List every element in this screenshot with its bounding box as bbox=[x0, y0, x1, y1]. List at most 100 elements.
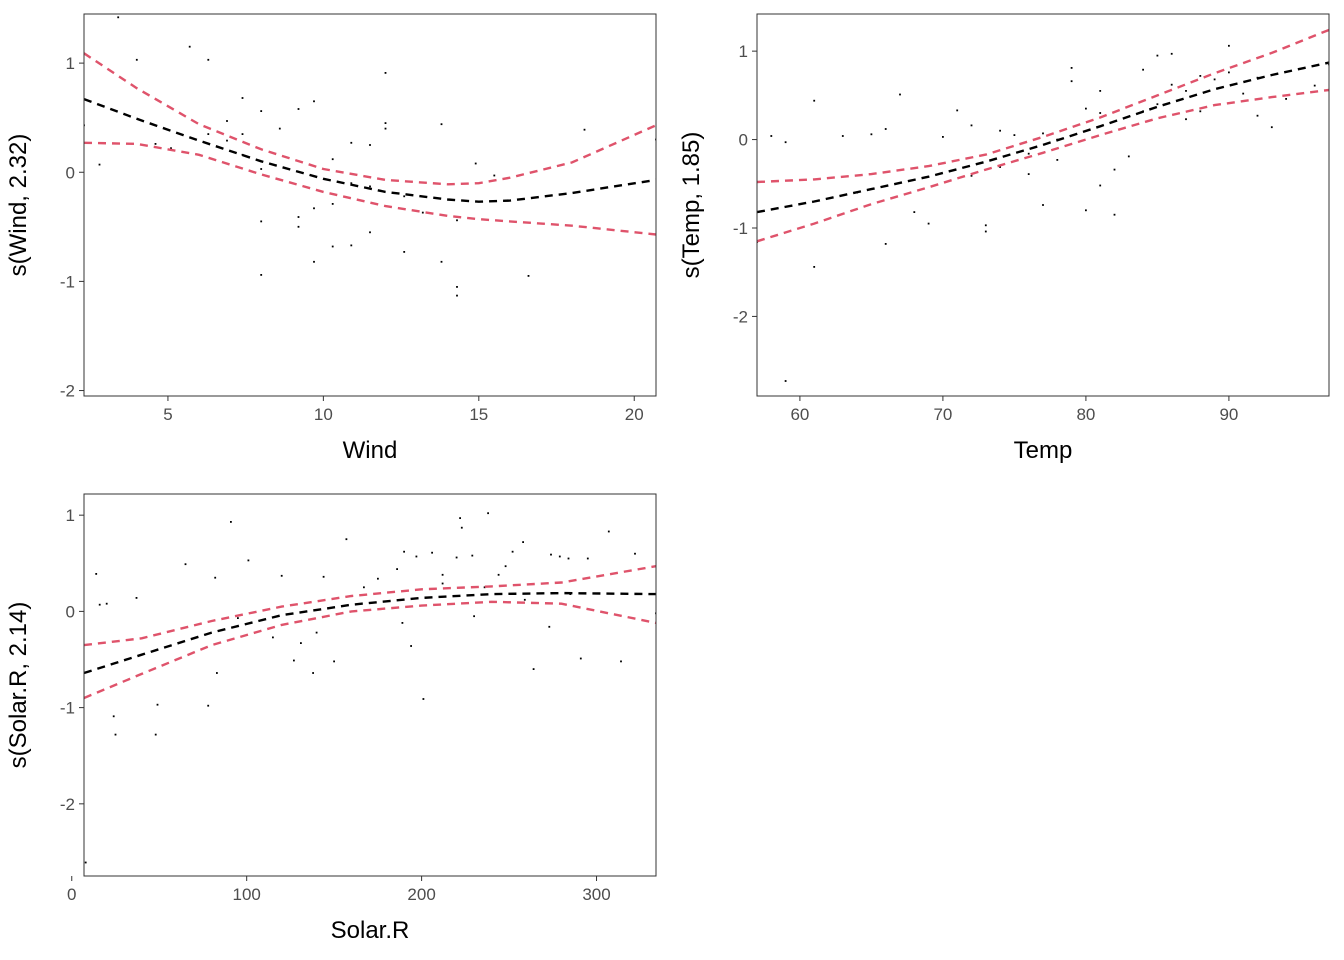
y-tick-label: -2 bbox=[733, 307, 748, 326]
data-point bbox=[410, 645, 412, 647]
upper-band-line bbox=[84, 565, 656, 647]
y-tick-label: 0 bbox=[66, 602, 75, 621]
x-tick-label: 300 bbox=[582, 885, 610, 904]
data-point bbox=[1113, 168, 1116, 171]
data-point bbox=[333, 660, 335, 663]
data-point bbox=[586, 557, 589, 560]
data-point bbox=[98, 163, 101, 166]
data-point bbox=[313, 260, 315, 263]
data-point bbox=[350, 182, 353, 185]
data-point bbox=[322, 575, 325, 578]
data-point bbox=[293, 659, 295, 662]
y-tick-label: 1 bbox=[66, 506, 75, 525]
data-point bbox=[207, 58, 210, 61]
x-axis-title: Solar.R bbox=[331, 917, 410, 944]
data-point bbox=[1113, 213, 1116, 216]
data-point bbox=[527, 275, 530, 277]
data-point bbox=[459, 517, 461, 519]
data-point bbox=[558, 555, 561, 558]
data-point bbox=[1270, 126, 1273, 129]
data-point bbox=[422, 698, 425, 700]
data-point bbox=[1085, 209, 1087, 212]
data-point bbox=[241, 133, 244, 135]
lower-band-line bbox=[757, 88, 1329, 243]
data-point bbox=[260, 220, 263, 223]
data-point bbox=[927, 222, 930, 225]
fit-line bbox=[84, 97, 656, 203]
x-tick-label: 200 bbox=[407, 885, 435, 904]
data-point bbox=[95, 573, 98, 575]
data-point bbox=[634, 552, 636, 555]
data-point bbox=[550, 553, 552, 556]
data-point bbox=[105, 602, 108, 605]
data-point bbox=[350, 141, 353, 144]
data-point bbox=[403, 195, 406, 198]
data-point bbox=[1228, 71, 1230, 74]
data-point bbox=[313, 100, 315, 103]
data-point bbox=[297, 216, 300, 218]
data-point bbox=[456, 219, 458, 222]
data-point bbox=[1199, 110, 1202, 113]
data-point bbox=[313, 207, 315, 210]
data-point bbox=[369, 231, 371, 234]
data-point bbox=[1242, 92, 1245, 95]
x-tick-label: 100 bbox=[232, 885, 260, 904]
data-point bbox=[999, 129, 1001, 132]
x-tick-label: 10 bbox=[314, 405, 333, 424]
x-axis-title: Wind bbox=[343, 437, 398, 464]
data-point bbox=[532, 668, 535, 670]
fit-line bbox=[84, 591, 656, 675]
data-point bbox=[1213, 78, 1216, 81]
x-tick-label: 90 bbox=[1219, 405, 1238, 424]
data-point bbox=[440, 123, 443, 126]
data-point bbox=[1056, 159, 1059, 161]
data-point bbox=[1170, 83, 1173, 86]
y-axis-title: s(Wind, 2.32) bbox=[5, 134, 32, 277]
data-point bbox=[473, 615, 475, 618]
data-point bbox=[272, 636, 274, 639]
data-point bbox=[98, 603, 101, 606]
data-point bbox=[369, 185, 371, 188]
panel-3: 0 100 200 300 -2 -1 0 1 Solar.R s(Solar.R, 2.14) bbox=[5, 493, 657, 944]
data-point bbox=[184, 563, 187, 566]
data-point bbox=[899, 93, 901, 96]
residual-points bbox=[84, 512, 656, 864]
data-point bbox=[241, 97, 244, 99]
data-point bbox=[369, 144, 371, 146]
data-point bbox=[331, 158, 334, 161]
data-point bbox=[260, 110, 263, 112]
data-point bbox=[770, 135, 773, 137]
data-point bbox=[511, 550, 514, 553]
data-point bbox=[1085, 107, 1087, 110]
upper-band-line bbox=[757, 28, 1329, 184]
data-point bbox=[813, 266, 816, 268]
data-point bbox=[455, 556, 458, 559]
data-point bbox=[487, 512, 489, 515]
data-point bbox=[297, 108, 300, 110]
data-point bbox=[1170, 52, 1173, 55]
data-point bbox=[226, 120, 228, 122]
data-point bbox=[1070, 80, 1073, 83]
data-point bbox=[237, 617, 239, 619]
x-tick-label: 70 bbox=[933, 405, 952, 424]
x-tick-label: 5 bbox=[163, 405, 172, 424]
data-point bbox=[135, 597, 138, 599]
data-point bbox=[579, 657, 582, 660]
data-point bbox=[913, 211, 916, 213]
data-point bbox=[421, 211, 424, 214]
data-point bbox=[583, 128, 586, 131]
data-point bbox=[345, 538, 348, 541]
data-point bbox=[1285, 98, 1287, 100]
data-point bbox=[1042, 132, 1044, 135]
data-point bbox=[1042, 204, 1044, 206]
data-point bbox=[984, 224, 987, 227]
data-point bbox=[315, 631, 318, 634]
data-point bbox=[117, 16, 120, 19]
data-point bbox=[188, 45, 191, 48]
data-point bbox=[441, 573, 444, 576]
data-point bbox=[135, 58, 138, 61]
data-point bbox=[1099, 184, 1102, 187]
data-point bbox=[620, 660, 622, 663]
data-point bbox=[170, 147, 172, 150]
data-point bbox=[813, 99, 816, 102]
